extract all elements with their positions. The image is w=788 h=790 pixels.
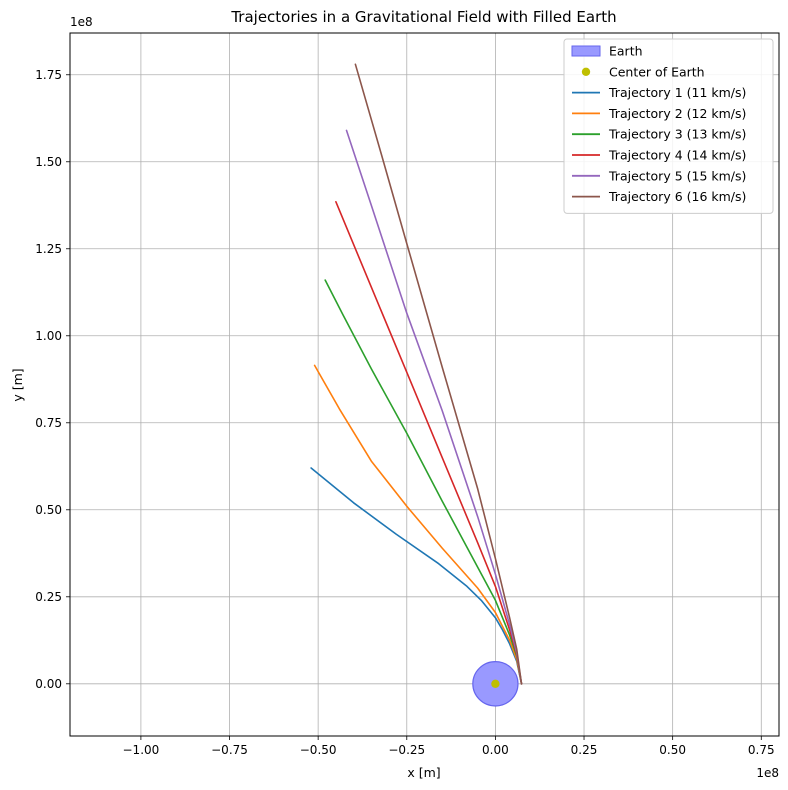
legend-label-trajectory-4: Trajectory 4 (14 km/s): [608, 148, 746, 163]
y-tick-label: 1.75: [35, 68, 62, 82]
legend-label-trajectory-5: Trajectory 5 (15 km/s): [608, 168, 746, 183]
y-tick-label: 1.25: [35, 242, 62, 256]
plot-frame: [69, 32, 780, 737]
x-tick-label: −0.50: [300, 743, 337, 757]
legend-label-earth: Earth: [609, 44, 643, 59]
y-tick-label: 0.50: [35, 503, 62, 517]
x-tick-label: 0.25: [571, 743, 598, 757]
legend-swatch-center: [581, 67, 591, 77]
y-tick-label: 0.00: [35, 677, 62, 691]
x-tick-label: −0.75: [211, 743, 248, 757]
x-tick-label: −0.25: [388, 743, 425, 757]
x-axis-label: x [m]: [407, 765, 440, 780]
legend-swatch-earth: [571, 45, 601, 57]
axis-ticks: −1.00 −0.75 −0.50 −0.25 0.00 0.25 0.50 0.75 0.00…: [35, 68, 774, 757]
legend-label-center: Center of Earth: [609, 64, 705, 79]
legend-label-trajectory-1: Trajectory 1 (11 km/s): [608, 85, 746, 100]
legend-label-trajectory-3: Trajectory 3 (13 km/s): [608, 127, 746, 142]
center-of-earth-marker: [491, 679, 500, 688]
y-tick-label: 1.50: [35, 155, 62, 169]
legend: Earth Center of Earth Trajectory 1 (11 km/…: [563, 38, 774, 214]
x-tick-label: 0.75: [748, 743, 775, 757]
y-axis-label: y [m]: [10, 368, 25, 401]
trajectory-line-2: [313, 364, 523, 685]
x-tick-label: 0.50: [659, 743, 686, 757]
plot-content: [310, 63, 523, 707]
plot-area: [310, 63, 523, 707]
y-tick-label: 0.25: [35, 590, 62, 604]
trajectory-line-5: [345, 129, 523, 685]
chart-title: Trajectories in a Gravitational Field wi…: [230, 8, 616, 26]
x-tick-label: 0.00: [482, 743, 509, 757]
y-axis-offset-label: 1e8: [70, 15, 93, 29]
trajectory-line-1: [310, 467, 523, 685]
x-tick-label: −1.00: [123, 743, 160, 757]
trajectory-line-6: [354, 63, 523, 685]
trajectory-line-3: [324, 279, 523, 685]
y-tick-label: 0.75: [35, 416, 62, 430]
trajectory-line-4: [335, 201, 523, 685]
legend-label-trajectory-2: Trajectory 2 (12 km/s): [608, 106, 746, 121]
x-axis-offset-label: 1e8: [756, 766, 779, 780]
y-tick-label: 1.00: [35, 329, 62, 343]
legend-label-trajectory-6: Trajectory 6 (16 km/s): [608, 189, 746, 204]
legend-box: [563, 38, 774, 214]
